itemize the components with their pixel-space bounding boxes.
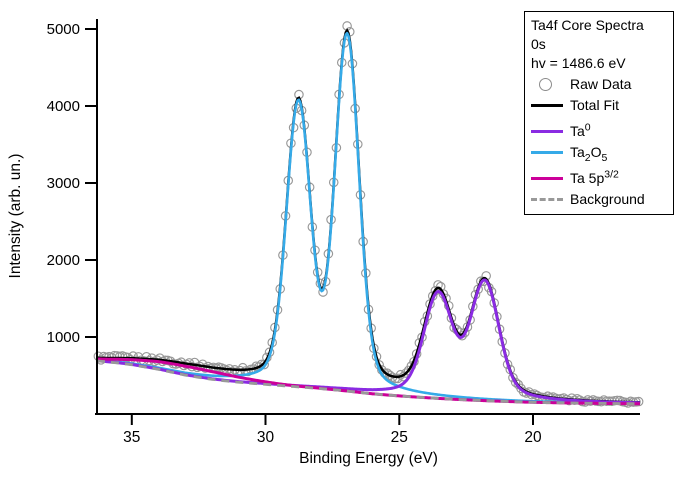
raw-data-marker [385,370,395,381]
raw-data-marker-icon [531,78,563,91]
raw-data-marker [508,372,518,383]
x-tick-label: 30 [257,429,275,446]
y-tick-label: 1000 [47,329,80,346]
x-tick-label: 35 [123,429,140,446]
legend-entry-total: Total Fit [531,96,667,115]
legend-box: Ta4f Core Spectra 0s hv = 1486.6 eV Raw … [524,11,674,215]
y-tick-label: 5000 [47,21,80,38]
dashed-line-swatch-icon [531,198,563,201]
legend-entry-background: Background [531,190,667,209]
legend-entry-raw: Raw Data [531,75,667,94]
legend-entry-ta0: Ta0 [531,122,667,141]
y-tick-label: 4000 [47,98,80,115]
legend-entry-label: Ta0 [570,121,591,139]
y-axis-title: Intensity (arb. un.) [7,153,24,279]
legend-photon-energy: hv = 1486.6 eV [531,55,626,71]
y-tick-label: 3000 [47,175,80,192]
legend-entry-label: Background [570,191,645,207]
line-swatch-icon [531,151,563,154]
legend-entry-label: Total Fit [570,97,620,113]
y-tick-label: 2000 [47,252,80,269]
x-tick-label: 20 [524,429,542,446]
line-swatch-icon [531,177,563,180]
raw-data-marker [510,377,521,388]
legend-entry-ta5p: Ta 5p3/2 [531,169,667,188]
legend-entry-label: Ta2O5 [570,144,608,164]
line-swatch-icon [531,130,563,133]
x-tick-label: 25 [391,429,408,446]
background-curve [96,359,641,406]
raw-data-marker [243,366,253,377]
legend-entry-ta2o5: Ta2O5 [531,143,667,164]
legend-entries: Raw Data Total Fit Ta0 Ta2O5 Ta 5p3/2 Backgro… [531,75,667,209]
ta5p-curve [96,357,641,406]
legend-title: Ta4f Core Spectra [531,17,644,33]
legend-entry-label: Raw Data [570,76,632,92]
x-axis-title: Binding Energy (eV) [299,450,438,467]
legend-entry-label: Ta 5p3/2 [570,168,619,186]
legend-sample-label: 0s [531,36,546,52]
line-swatch-icon [531,103,563,108]
